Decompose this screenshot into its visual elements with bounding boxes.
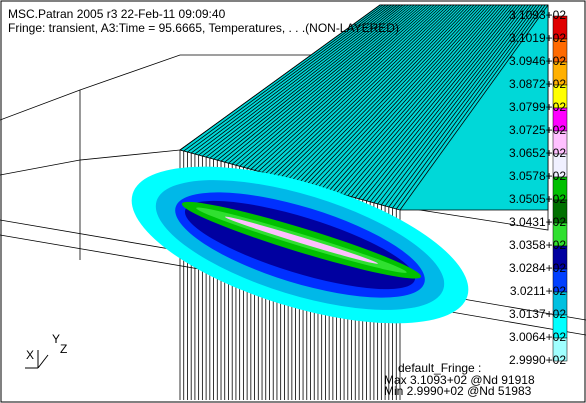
header-line: MSC.Patran 2005 r3 22-Feb-11 09:09:40 xyxy=(8,7,226,21)
legend-label: 3.0284+02 xyxy=(509,261,566,275)
legend-label: 3.0946+02 xyxy=(509,54,566,68)
legend-label: 3.0137+02 xyxy=(509,307,566,321)
triad-label: Y xyxy=(52,332,60,346)
legend-label: 3.0578+02 xyxy=(509,169,566,183)
footer-line: Min 2.9990+02 @Nd 51983 xyxy=(384,384,532,398)
legend-label: 3.0064+02 xyxy=(509,330,566,344)
legend-label: 3.0505+02 xyxy=(509,192,566,206)
legend-label: 3.0358+02 xyxy=(509,238,566,252)
legend-label: 3.0799+02 xyxy=(509,100,566,114)
legend-label: 3.0652+02 xyxy=(509,146,566,160)
legend-label: 3.0725+02 xyxy=(509,123,566,137)
legend-label: 3.1019+02 xyxy=(509,31,566,45)
triad-label: Z xyxy=(60,342,67,356)
legend-label: 2.9990+02 xyxy=(509,353,566,367)
legend-label: 3.0431+02 xyxy=(509,215,566,229)
legend-label: 3.0872+02 xyxy=(509,77,566,91)
triad-label: X xyxy=(26,348,34,362)
legend-label: 3.0211+02 xyxy=(510,284,566,298)
header-line: Fringe: transient, A3:Time = 95.6665, Te… xyxy=(8,21,399,35)
viewport: MSC.Patran 2005 r3 22-Feb-11 09:09:40 Fr… xyxy=(0,0,586,403)
legend-label: 3.1093+02 xyxy=(509,8,566,22)
